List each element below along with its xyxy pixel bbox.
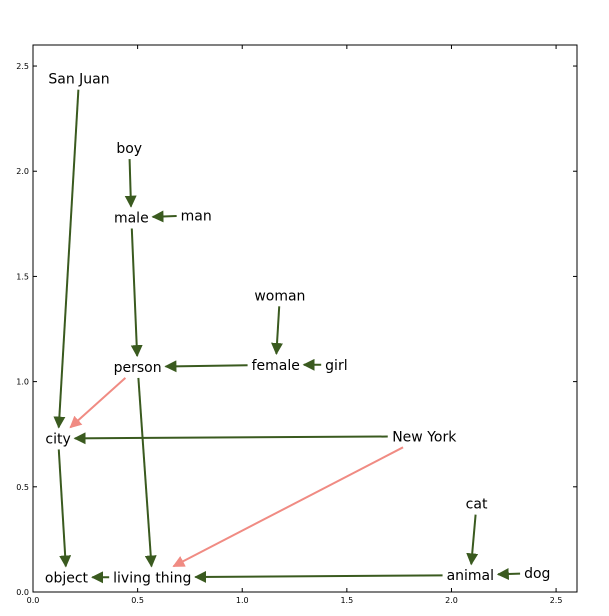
- edge-male-to-person: [130, 228, 143, 358]
- y-tick: 0.0: [16, 588, 577, 597]
- x-tick-label: 2.5: [550, 596, 563, 605]
- node-label-person: person: [114, 360, 162, 376]
- edge-female-to-person: [164, 360, 248, 373]
- x-tick: 0.5: [131, 45, 144, 605]
- node-label-man: man: [181, 208, 212, 224]
- node-label-living-thing: living thing: [113, 570, 191, 586]
- edge-man-to-male: [151, 210, 177, 223]
- axis-ticks: 0.0 0.5 1.0 1.5 2.0 2.5 0.0 0.5 1.0 1.5 2.0 2.5: [16, 45, 577, 605]
- edge-city-to-object: [57, 449, 72, 568]
- y-tick: 1.0: [16, 378, 577, 387]
- plot-area: [32, 44, 578, 593]
- node-label-woman: woman: [254, 288, 305, 304]
- edge-person-to-living-thing: [137, 377, 157, 568]
- node-label-san-juan: San Juan: [48, 72, 109, 88]
- x-tick-label: 1.0: [236, 596, 249, 605]
- x-tick-label: 1.5: [340, 596, 353, 605]
- nodes: San Juan boy male man woman person female girl c…: [45, 72, 551, 587]
- y-tick-label: 1.0: [16, 378, 29, 387]
- x-tick: 1.0: [236, 45, 249, 605]
- edge-animal-to-living-thing: [194, 570, 443, 583]
- y-tick-label: 0.0: [16, 588, 29, 597]
- y-tick-label: 0.5: [16, 483, 29, 492]
- y-tick: 2.5: [16, 62, 577, 71]
- edge-person-to-city: [69, 377, 127, 429]
- edge-cat-to-animal: [466, 514, 479, 566]
- x-tick-label: 0.5: [131, 596, 144, 605]
- edge-dog-to-animal: [496, 567, 521, 580]
- y-tick-label: 2.0: [16, 167, 29, 176]
- node-label-animal: animal: [447, 568, 494, 584]
- x-tick: 2.5: [550, 45, 563, 605]
- edge-boy-to-male: [124, 159, 137, 208]
- y-tick: 2.0: [16, 167, 577, 176]
- x-tick-label: 2.0: [445, 596, 458, 605]
- edges: [53, 89, 521, 584]
- node-label-new-york: New York: [392, 429, 457, 445]
- y-tick: 0.5: [16, 483, 577, 492]
- edge-new-york-to-city: [73, 432, 388, 445]
- node-label-object: object: [45, 570, 89, 586]
- edge-san-juan-to-city: [53, 89, 80, 429]
- x-tick: 2.0: [445, 45, 458, 605]
- edge-woman-to-female: [271, 306, 284, 355]
- edge-new-york-to-living-thing: [172, 446, 404, 568]
- node-label-dog: dog: [524, 566, 550, 582]
- y-tick-label: 2.5: [16, 62, 29, 71]
- y-tick-label: 1.5: [16, 272, 29, 281]
- node-label-female: female: [252, 358, 300, 374]
- x-tick-label: 0.0: [27, 596, 40, 605]
- node-label-cat: cat: [466, 497, 488, 513]
- node-label-girl: girl: [325, 358, 347, 374]
- x-tick: 1.5: [340, 45, 353, 605]
- node-label-boy: boy: [116, 141, 142, 157]
- node-label-city: city: [45, 431, 70, 447]
- x-tick: 0.0: [27, 45, 40, 605]
- y-tick: 1.5: [16, 272, 577, 281]
- node-label-male: male: [114, 211, 149, 227]
